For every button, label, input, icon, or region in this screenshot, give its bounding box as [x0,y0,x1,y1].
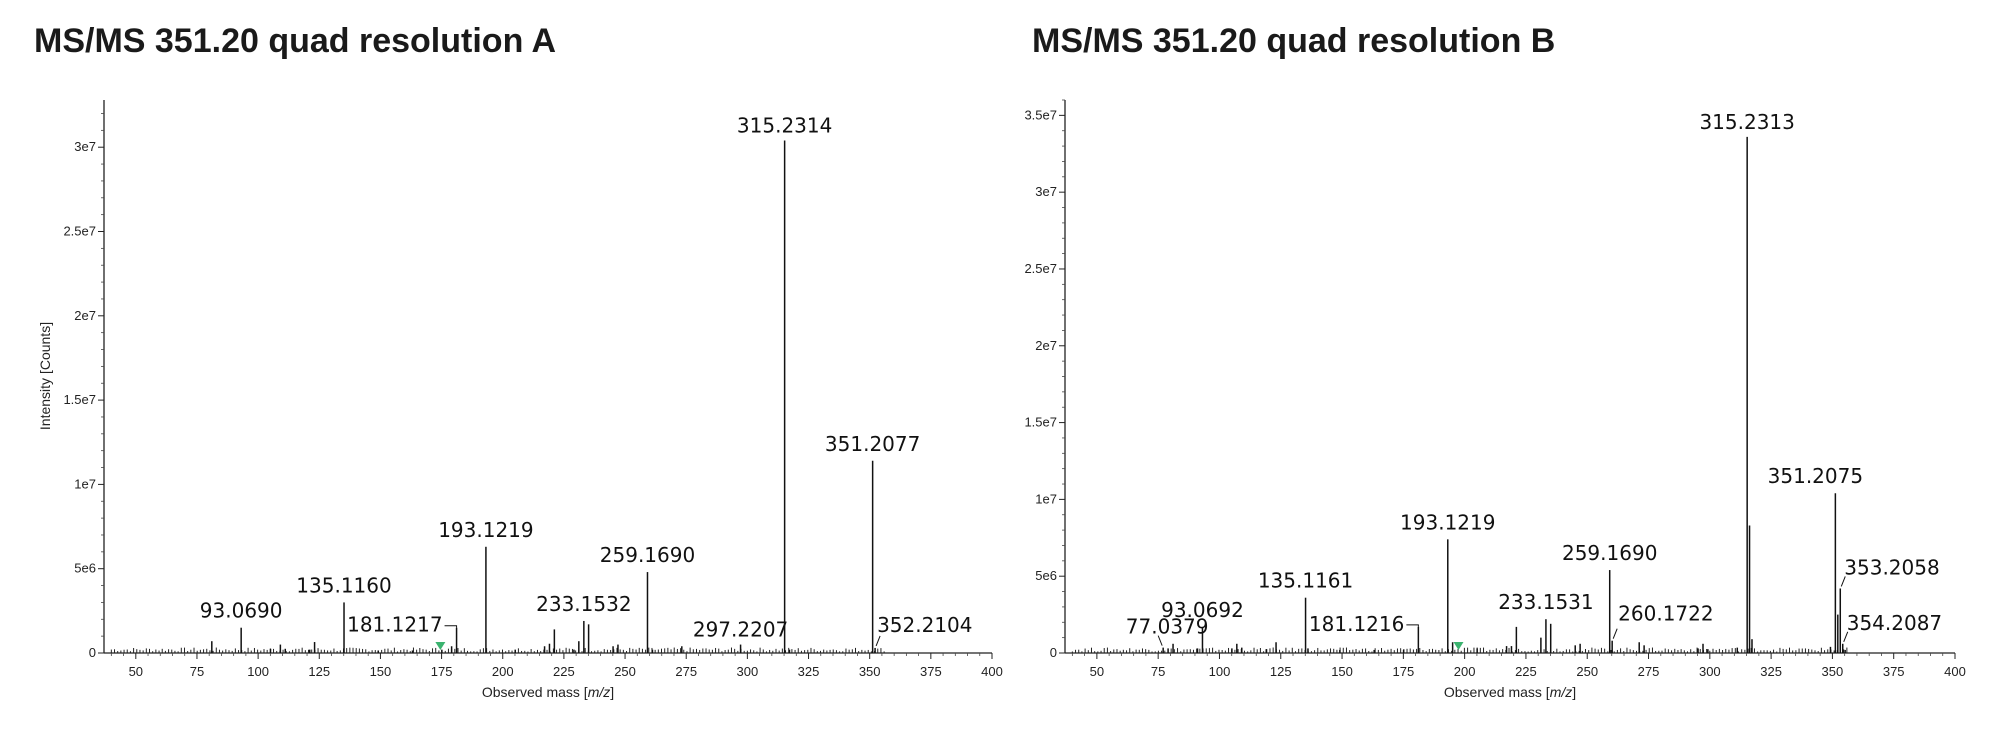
x-tick-label: 225 [553,664,575,679]
peak-label: 233.1532 [536,592,631,616]
peak-label: 181.1217 [347,613,442,637]
peak-label: 193.1219 [1400,510,1495,534]
chart-title-b: MS/MS 351.20 quad resolution B [1032,22,1556,60]
y-tick-label: 0 [1050,645,1057,660]
label-leader [1840,576,1846,587]
y-tick-label: 1e7 [1035,491,1057,506]
x-axis-title: Observed mass [m/z] [482,684,614,700]
x-tick-label: 125 [308,664,330,679]
x-tick-label: 100 [247,664,269,679]
x-tick-label: 300 [737,664,759,679]
y-tick-label: 3e7 [74,139,96,154]
x-tick-label: 100 [1209,664,1231,679]
x-tick-label: 300 [1699,664,1721,679]
peak-label: 259.1690 [600,543,695,567]
x-tick-label: 350 [1822,664,1844,679]
x-tick-label: 75 [190,664,204,679]
peak-label: 351.2077 [825,432,920,456]
x-tick-label: 125 [1270,664,1292,679]
x-tick-label: 400 [1944,664,1966,679]
x-tick-label: 150 [1331,664,1353,679]
x-tick-label: 225 [1515,664,1537,679]
peak-label: 352.2104 [877,613,972,637]
y-tick-label: 2.5e7 [1024,261,1057,276]
x-tick-label: 50 [129,664,143,679]
y-tick-label: 3.5e7 [1024,107,1057,122]
label-leader [1406,624,1419,627]
spectrum-chart-a: 50 75 100 125 150 175 200 225 250 275 300 325 350 375… [37,100,1003,700]
y-axis-title: Intensity [Counts] [37,322,53,430]
x-tick-label: 250 [614,664,636,679]
label-leader [1843,631,1849,642]
peak-label: 77.0379 [1126,615,1209,639]
peak-label: 354.2087 [1847,611,1942,635]
peak-label: 193.1219 [438,518,533,542]
peak-label: 260.1722 [1618,602,1713,626]
peak-label: 315.2314 [737,113,832,137]
y-tick-label: 3e7 [1035,184,1057,199]
x-tick-label: 150 [370,664,392,679]
y-tick-label: 1.5e7 [1024,415,1057,430]
x-tick-label: 325 [1760,664,1782,679]
peak-label: 353.2058 [1844,555,1939,579]
label-leader [444,625,458,628]
peak-label: 181.1216 [1309,612,1404,636]
x-tick-label: 75 [1151,664,1165,679]
precursor-marker [435,642,446,650]
peak-label: 135.1161 [1258,569,1353,593]
peak-label: 259.1690 [1562,541,1657,565]
x-tick-label: 50 [1090,664,1104,679]
chart-title-a: MS/MS 351.20 quad resolution A [34,22,557,60]
y-tick-label: 2.5e7 [63,224,96,239]
peak-label: 297.2207 [693,618,788,642]
peak-label: 93.0692 [1161,598,1244,622]
spectrum-chart-b: 50 75 100 125 150 175 200 225 250 275 300 325 350 375… [1024,99,1966,700]
y-tick-label: 1e7 [74,476,96,491]
x-tick-label: 250 [1576,664,1598,679]
spectrum-panel-b: 50 75 100 125 150 175 200 225 250 275 300 325 350 375… [1005,0,2000,732]
y-tick-label: 1.5e7 [63,392,96,407]
x-tick-label: 275 [675,664,697,679]
peak-label: 351.2075 [1768,464,1863,488]
x-tick-label: 200 [1454,664,1476,679]
peak-label: 93.0690 [200,599,283,623]
x-tick-label: 325 [798,664,820,679]
peak-label: 135.1160 [296,573,391,597]
x-tick-label: 350 [859,664,881,679]
y-tick-label: 0 [89,645,96,660]
peak-label: 233.1531 [1498,590,1593,614]
x-tick-label: 175 [431,664,453,679]
y-tick-label: 2e7 [1035,338,1057,353]
label-leader [1612,628,1618,639]
x-tick-label: 375 [920,664,942,679]
y-tick-label: 5e6 [1035,568,1057,583]
y-tick-label: 5e6 [74,561,96,576]
x-tick-label: 175 [1392,664,1414,679]
label-leader [875,635,881,647]
x-tick-label: 275 [1638,664,1660,679]
x-tick-label: 200 [492,664,514,679]
label-leader [1157,635,1163,646]
x-tick-label: 375 [1883,664,1905,679]
x-tick-label: 400 [981,664,1003,679]
peak-label: 315.2313 [1699,110,1794,134]
y-tick-label: 2e7 [74,308,96,323]
spectrum-panel-a: 50 75 100 125 150 175 200 225 250 275 300 325 350 375… [34,22,1003,700]
precursor-marker [1453,642,1464,650]
x-axis-title: Observed mass [m/z] [1444,684,1576,700]
